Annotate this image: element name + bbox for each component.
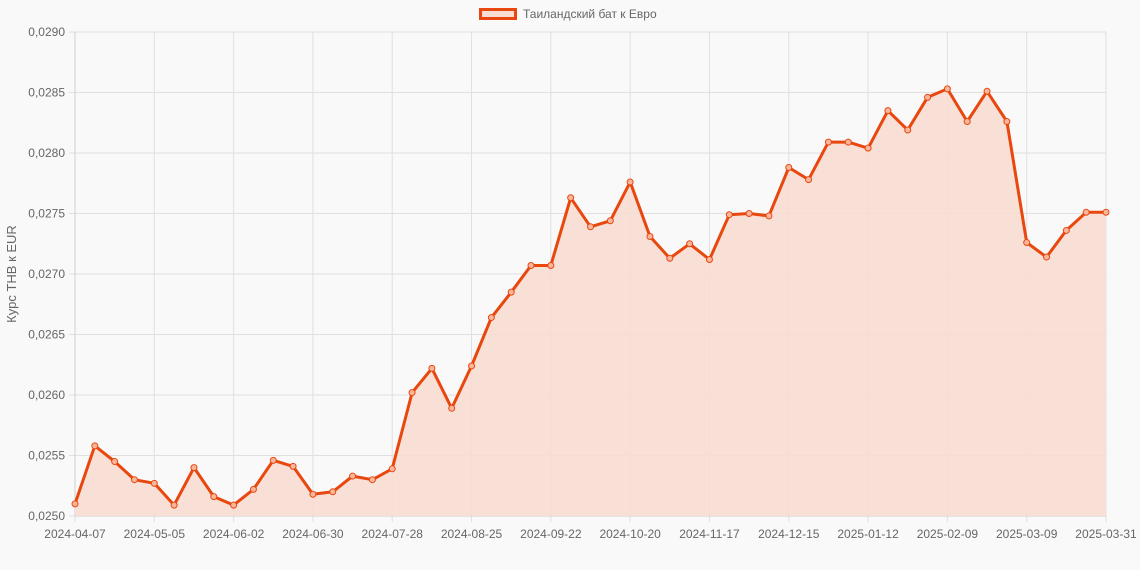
data-point[interactable]	[428, 364, 436, 372]
x-axis-ticks: 2024-04-07 2024-05-05 2024-06-02 2024-06-30…	[44, 527, 1137, 541]
legend-swatch-icon	[479, 8, 517, 20]
data-point[interactable]	[408, 389, 416, 397]
y-tick-label: 0,0285	[28, 86, 65, 100]
data-point[interactable]	[567, 194, 575, 202]
y-tick-label: 0,0265	[28, 328, 65, 342]
data-point[interactable]	[626, 178, 634, 186]
data-point[interactable]	[468, 362, 476, 370]
data-point[interactable]	[170, 501, 178, 509]
x-tick-label: 2024-08-25	[441, 527, 503, 541]
data-point[interactable]	[844, 138, 852, 146]
x-tick-label: 2024-07-28	[362, 527, 424, 541]
x-tick-label: 2024-09-22	[520, 527, 582, 541]
data-point[interactable]	[210, 493, 218, 501]
data-point[interactable]	[150, 479, 158, 487]
y-axis-ticks: 0,0250 0,0255 0,0260 0,0265 0,0270 0,0275 0,02…	[28, 25, 65, 523]
data-point[interactable]	[1102, 208, 1110, 216]
x-tick-label: 2024-12-15	[758, 527, 820, 541]
data-point[interactable]	[130, 476, 138, 484]
data-point[interactable]	[824, 138, 832, 146]
area-fill	[75, 88, 1106, 517]
y-tick-label: 0,0275	[28, 207, 65, 221]
x-tick-label: 2024-06-30	[282, 527, 344, 541]
data-point[interactable]	[1043, 253, 1051, 261]
data-point[interactable]	[388, 465, 396, 473]
data-point[interactable]	[805, 176, 813, 184]
y-axis-label: Курс THB к EUR	[4, 225, 19, 323]
data-point[interactable]	[963, 118, 971, 126]
data-point[interactable]	[587, 223, 594, 231]
data-point[interactable]	[943, 85, 951, 93]
data-point[interactable]	[349, 472, 357, 480]
data-point[interactable]	[983, 87, 991, 95]
y-tick-label: 0,0255	[28, 449, 65, 463]
data-point[interactable]	[1023, 239, 1031, 247]
data-point[interactable]	[1003, 118, 1011, 126]
data-point[interactable]	[309, 490, 317, 498]
data-point[interactable]	[448, 404, 456, 412]
data-point[interactable]	[91, 442, 99, 450]
x-tick-label: 2025-02-09	[917, 527, 979, 541]
data-point[interactable]	[1062, 226, 1070, 234]
x-tick-label: 2024-10-20	[599, 527, 661, 541]
y-tick-label: 0,0260	[28, 388, 65, 402]
data-point[interactable]	[249, 485, 257, 493]
data-point[interactable]	[924, 93, 932, 101]
data-point[interactable]	[368, 476, 376, 484]
data-point[interactable]	[864, 144, 872, 152]
data-point[interactable]	[765, 212, 773, 220]
data-point[interactable]	[686, 240, 694, 248]
data-point[interactable]	[904, 126, 912, 134]
data-point[interactable]	[646, 232, 654, 240]
data-point[interactable]	[269, 456, 277, 464]
y-tick-label: 0,0250	[28, 509, 65, 523]
data-point[interactable]	[547, 262, 555, 270]
data-point[interactable]	[705, 255, 713, 263]
data-point[interactable]	[487, 314, 495, 322]
y-tick-label: 0,0290	[28, 25, 65, 39]
legend-item[interactable]: Таиландский бат к Евро	[479, 7, 657, 21]
x-tick-label: 2024-04-07	[44, 527, 106, 541]
x-tick-label: 2025-01-12	[837, 527, 899, 541]
x-tick-label: 2024-05-05	[124, 527, 186, 541]
data-points[interactable]	[71, 85, 1110, 509]
x-tick-label: 2024-11-17	[679, 527, 740, 541]
data-point[interactable]	[289, 462, 297, 470]
data-point[interactable]	[527, 262, 535, 270]
data-point[interactable]	[230, 501, 238, 509]
x-tick-label: 2024-06-02	[203, 527, 265, 541]
data-point[interactable]	[725, 211, 733, 219]
data-point[interactable]	[329, 488, 337, 496]
data-point[interactable]	[507, 288, 515, 296]
data-point[interactable]	[785, 164, 793, 172]
data-point[interactable]	[606, 217, 614, 225]
data-point[interactable]	[190, 464, 198, 472]
data-point[interactable]	[1082, 208, 1090, 216]
legend-label: Таиландский бат к Евро	[523, 7, 657, 21]
data-point[interactable]	[111, 458, 119, 466]
data-point[interactable]	[71, 500, 79, 508]
data-point[interactable]	[745, 210, 753, 217]
x-tick-label: 2025-03-31	[1075, 527, 1137, 541]
x-tick-label: 2025-03-09	[996, 527, 1058, 541]
y-tick-label: 0,0280	[28, 146, 65, 160]
data-point[interactable]	[666, 254, 674, 262]
y-tick-label: 0,0270	[28, 267, 65, 281]
data-point[interactable]	[884, 107, 892, 115]
